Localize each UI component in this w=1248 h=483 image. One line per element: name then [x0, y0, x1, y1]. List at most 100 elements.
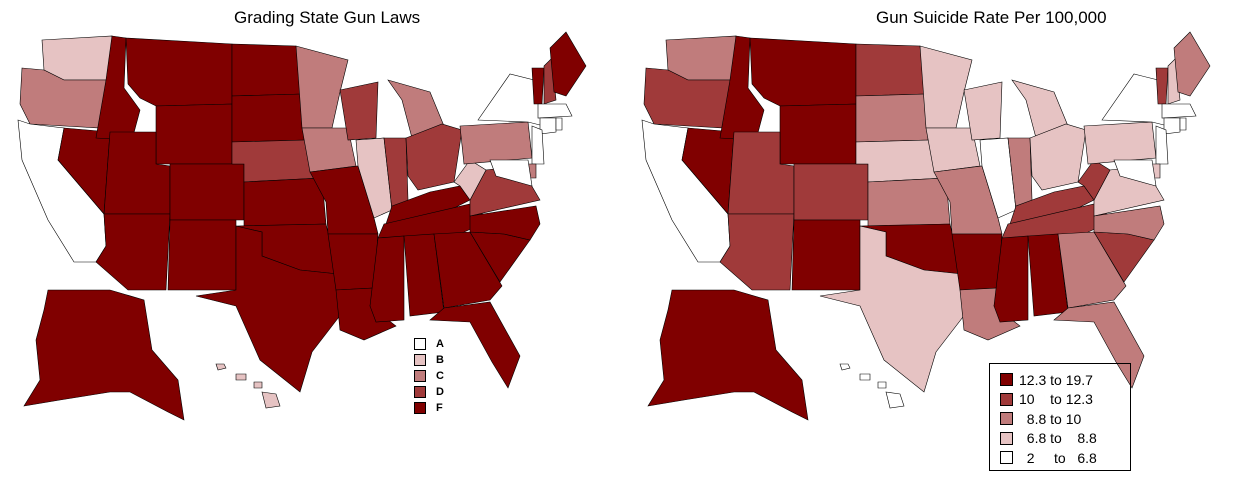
suicide-rate-legend: 12.3 to 19.7 10 to 12.3 8.8 to 10 6.8 to…: [989, 363, 1131, 471]
legend-label: 12.3 to 19.7: [1019, 371, 1093, 388]
grade-state-me: [549, 31, 587, 97]
legend-swatch: [414, 402, 426, 414]
grade-state-sd: [231, 93, 305, 143]
legend-item-8-8-to-10: 8.8 to 10: [1000, 409, 1130, 429]
gun-law-grade-map: [17, 31, 587, 421]
legend-swatch: [414, 386, 426, 398]
gun-law-grade-legend: A B C D F: [414, 336, 474, 416]
grade-state-hi: [261, 391, 281, 409]
grade-state-il: [355, 137, 393, 219]
suicide-state-id: [719, 35, 765, 141]
suicide-state-wa: [665, 35, 737, 81]
legend-label: 8.8 to 10: [1019, 410, 1082, 427]
grade-state-hi-island: [215, 363, 227, 371]
suicide-state-md: [1113, 159, 1157, 187]
legend-item-10-to-12-3: 10 to 12.3: [1000, 390, 1130, 410]
grade-state-pa: [459, 121, 533, 165]
grade-state-hi-island: [235, 373, 247, 381]
suicide-state-wi: [963, 81, 1003, 141]
grade-state-hi-island: [253, 381, 263, 389]
suicide-state-ct: [1163, 117, 1181, 135]
suicide-state-nc: [1093, 205, 1165, 241]
grade-state-vt: [531, 67, 545, 105]
gun-suicide-rate-map-panel: Gun Suicide Rate Per 100,000 12.3 to 19.…: [624, 0, 1248, 483]
legend-item-a: A: [414, 336, 474, 352]
legend-item-f: F: [414, 400, 474, 416]
gun-law-map-title: Grading State Gun Laws: [234, 8, 421, 27]
suicide-state-mt: [749, 37, 857, 107]
grade-state-mt: [125, 37, 233, 107]
suicide-map-title: Gun Suicide Rate Per 100,000: [876, 8, 1107, 27]
legend-item-b: B: [414, 352, 474, 368]
legend-swatch: [1000, 431, 1013, 445]
legend-swatch: [1000, 412, 1013, 426]
grade-state-co: [169, 163, 245, 221]
legend-swatch: [1000, 373, 1013, 387]
legend-swatch: [414, 354, 426, 366]
grade-state-ar: [327, 233, 379, 291]
grade-state-wi: [339, 81, 379, 141]
suicide-state-hi: [885, 391, 905, 409]
legend-item-6-8-to-8-8: 6.8 to 8.8: [1000, 429, 1130, 449]
grade-state-nj: [531, 125, 545, 165]
gun-suicide-rate-map: [641, 31, 1211, 421]
grade-state-ks: [243, 177, 327, 227]
grade-state-ma: [537, 103, 573, 119]
suicide-state-nj: [1155, 125, 1169, 165]
grade-state-tx: [195, 225, 353, 393]
grade-state-wa: [41, 35, 113, 81]
grade-state-nm: [167, 219, 237, 291]
suicide-state-wy: [779, 103, 857, 165]
suicide-state-ga: [1057, 231, 1127, 309]
suicide-state-hi-island: [859, 373, 871, 381]
suicide-state-il: [979, 137, 1017, 219]
suicide-state-me: [1173, 31, 1211, 97]
grade-state-nc: [469, 205, 541, 241]
suicide-state-pa: [1083, 121, 1157, 165]
legend-item-d: D: [414, 384, 474, 400]
grade-state-ct: [539, 117, 557, 135]
legend-label: D: [436, 386, 444, 398]
grade-state-id: [95, 35, 141, 141]
legend-label: 6.8 to 8.8: [1019, 430, 1097, 447]
legend-item-c: C: [414, 368, 474, 384]
legend-item-12-3-to-19-7: 12.3 to 19.7: [1000, 370, 1130, 390]
suicide-state-fl: [1053, 301, 1145, 389]
grade-state-az: [95, 213, 171, 291]
grade-state-ri: [555, 117, 563, 131]
suicide-state-ks: [867, 177, 951, 227]
suicide-state-nd: [855, 43, 927, 97]
legend-swatch: [414, 370, 426, 382]
grade-state-nd: [231, 43, 303, 97]
legend-item-2-to-6-8: 2 to 6.8: [1000, 448, 1130, 468]
grade-state-ga: [433, 231, 503, 309]
grade-state-ms: [369, 235, 405, 323]
grade-state-fl: [429, 301, 521, 389]
suicide-state-vt: [1155, 67, 1169, 105]
legend-label: A: [436, 338, 444, 350]
gun-law-grade-map-panel: Grading State Gun Laws A B C D F: [17, 8, 587, 421]
legend-swatch: [414, 338, 426, 350]
suicide-state-ri: [1179, 117, 1187, 131]
legend-label: 10 to 12.3: [1019, 391, 1093, 408]
suicide-state-nm: [791, 219, 861, 291]
legend-swatch: [1000, 392, 1013, 406]
legend-label: B: [436, 354, 444, 366]
suicide-state-hi-island: [877, 381, 887, 389]
legend-label: 2 to 6.8: [1019, 449, 1097, 466]
suicide-state-ar: [951, 233, 1003, 291]
suicide-state-sd: [855, 93, 929, 143]
suicide-state-ma: [1161, 103, 1197, 119]
grade-state-mn: [295, 45, 349, 129]
suicide-state-hi-island: [839, 363, 851, 371]
suicide-state-az: [719, 213, 795, 291]
suicide-state-tx: [819, 225, 977, 393]
grade-state-wy: [155, 103, 233, 165]
grade-state-ak: [23, 289, 185, 421]
legend-swatch: [1000, 451, 1013, 465]
legend-label: F: [436, 402, 443, 414]
suicide-state-ak: [647, 289, 809, 421]
grade-state-md: [489, 159, 533, 187]
legend-label: C: [436, 370, 444, 382]
suicide-state-ms: [993, 235, 1029, 323]
